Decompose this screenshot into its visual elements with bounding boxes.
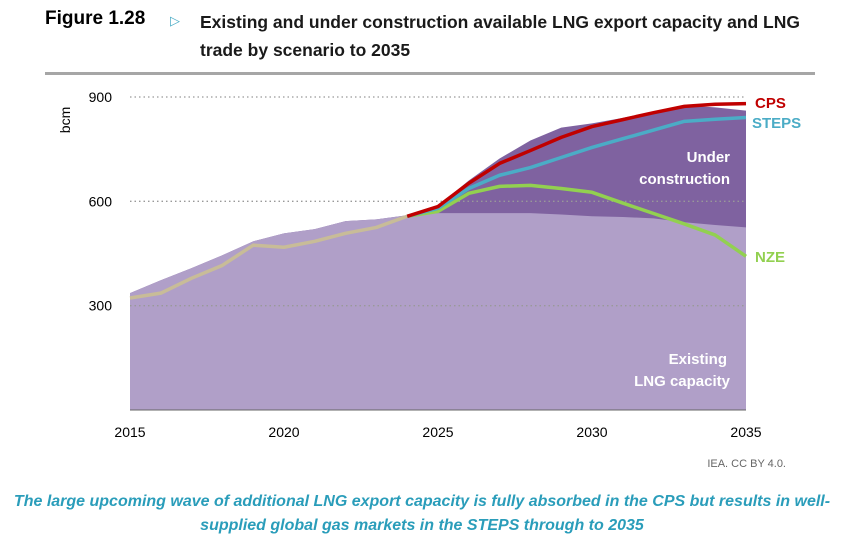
line-nze bbox=[406, 183, 747, 258]
caption: The large upcoming wave of additional LN… bbox=[13, 493, 831, 534]
source-note: IEA. CC BY 4.0. bbox=[707, 458, 786, 470]
chart: 300 600 900 2015 2020 2025 2030 2035 bcm CPS STEPS… bbox=[57, 89, 801, 440]
x-tick-label: 2025 bbox=[422, 424, 453, 440]
line-cps bbox=[406, 101, 747, 218]
historical-line bbox=[129, 214, 408, 300]
y-tick-label: 300 bbox=[89, 298, 113, 314]
legend-label-nze: NZE bbox=[755, 249, 785, 266]
figure-label: Figure 1.28 bbox=[45, 8, 146, 29]
legend-label-steps: STEPS bbox=[752, 115, 801, 132]
x-tick-label: 2020 bbox=[268, 424, 299, 440]
chart-title: Existing and under construction availabl… bbox=[200, 12, 800, 60]
under-construction-label-line1: Under bbox=[687, 149, 731, 166]
x-tick-label: 2030 bbox=[576, 424, 607, 440]
existing-capacity-area bbox=[130, 213, 746, 410]
triangle-icon: ▷ bbox=[170, 13, 180, 28]
existing-label-line1: Existing bbox=[669, 351, 727, 368]
legend-label-cps: CPS bbox=[755, 95, 786, 112]
title-divider bbox=[45, 72, 815, 75]
y-axis-label: bcm bbox=[57, 107, 73, 133]
y-tick-label: 600 bbox=[89, 193, 113, 209]
y-tick-label: 900 bbox=[89, 89, 113, 105]
x-tick-label: 2035 bbox=[730, 424, 761, 440]
line-steps bbox=[406, 115, 747, 218]
existing-label-line2: LNG capacity bbox=[634, 373, 731, 390]
x-tick-label: 2015 bbox=[114, 424, 145, 440]
under-construction-label-line2: construction bbox=[639, 171, 730, 188]
